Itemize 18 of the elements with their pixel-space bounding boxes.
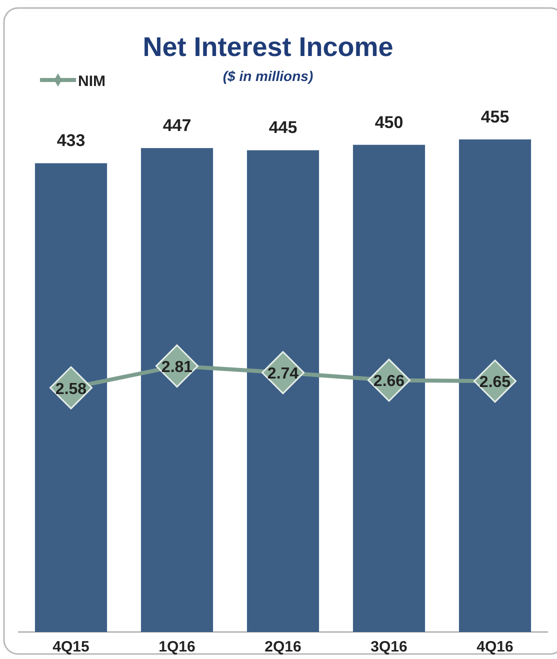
legend-label: NIM [78,73,106,90]
data-label: 455 [480,107,510,126]
x-tick-label: 3Q16 [370,638,408,656]
data-label: 447 [162,116,192,136]
x-tick-label: 1Q16 [158,638,196,656]
data-label: 2.65 [479,374,511,392]
data-label: 450 [374,112,404,132]
data-label: 2.74 [267,366,299,383]
x-tick-label: 4Q16 [476,638,514,656]
chart-title: Net Interest Income [142,32,394,62]
x-tick-label: 2Q16 [264,638,302,656]
data-label: 433 [56,131,86,150]
chart-subtitle: ($ in millions) [222,68,314,84]
data-label: 445 [268,118,298,138]
data-label: 2.58 [55,380,87,398]
data-label: 2.66 [373,373,405,390]
x-tick-label: 4Q15 [52,638,90,656]
data-label: 2.81 [161,359,193,376]
